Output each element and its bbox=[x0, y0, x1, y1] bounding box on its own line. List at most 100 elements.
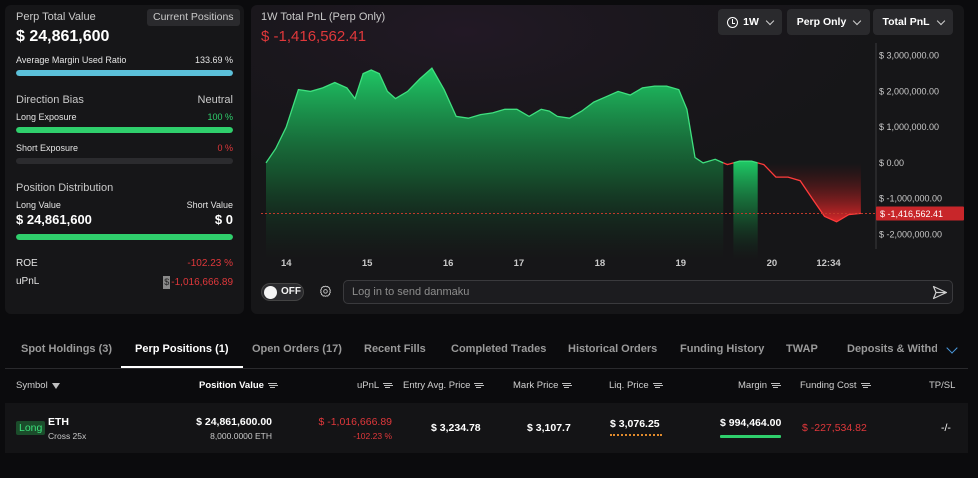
sort-icon bbox=[383, 382, 393, 389]
filter-select[interactable]: Perp Only bbox=[787, 9, 870, 35]
chart-title: 1W Total PnL (Perp Only) bbox=[261, 11, 386, 23]
avg-margin-label: Average Margin Used Ratio bbox=[16, 55, 127, 65]
tab-historical-orders[interactable]: Historical Orders bbox=[568, 343, 658, 355]
position-distribution-bar bbox=[16, 234, 233, 240]
danmaku-input-box bbox=[343, 280, 953, 304]
value-labels-row: Long Value Short Value bbox=[16, 200, 233, 210]
chart-current-value-badge-label: $ -1,416,562.41 bbox=[880, 209, 943, 219]
long-value: $ 24,861,600 bbox=[16, 212, 92, 227]
header-margin[interactable]: Margin bbox=[738, 380, 781, 391]
chevron-down-icon bbox=[853, 16, 862, 25]
tab-open-orders[interactable]: Open Orders (17) bbox=[252, 343, 342, 355]
row-entry-price: $ 3,234.78 bbox=[431, 422, 481, 434]
header-mark-label: Mark Price bbox=[513, 380, 559, 391]
filter-icon bbox=[51, 382, 60, 389]
sort-icon bbox=[652, 382, 662, 389]
header-tpsl: TP/SL bbox=[929, 380, 955, 391]
chart-x-tick-label: 20 bbox=[767, 258, 778, 269]
row-liq-price: $ 3,076.25 bbox=[610, 418, 660, 430]
tab-funding-history[interactable]: Funding History bbox=[680, 343, 765, 355]
chart-x-tick-label: 14 bbox=[281, 258, 292, 269]
liq-warning-underline bbox=[610, 434, 662, 436]
long-exposure-value: 100 % bbox=[207, 112, 233, 122]
filter-label: Perp Only bbox=[796, 16, 847, 28]
chart-positive-area-0 bbox=[266, 68, 724, 260]
chart-y-tick-label: $ 0.00 bbox=[879, 158, 904, 168]
long-value-label: Long Value bbox=[16, 200, 61, 210]
roe-value: -102.23 % bbox=[187, 258, 233, 269]
chart-positive-area-group bbox=[265, 67, 758, 260]
chart-x-tick-label: 19 bbox=[676, 258, 687, 269]
perp-total-value: $ 24,861,600 bbox=[16, 28, 110, 45]
chevron-down-icon bbox=[765, 16, 775, 25]
current-positions-button[interactable]: Current Positions bbox=[147, 9, 240, 26]
row-leverage: Cross 25x bbox=[48, 431, 87, 441]
chart-y-tick-label: $ 2,000,000.00 bbox=[879, 86, 939, 96]
header-funding-cost[interactable]: Funding Cost bbox=[800, 380, 870, 391]
header-upnl-label: uPnL bbox=[357, 380, 380, 391]
toggle-knob bbox=[264, 285, 277, 299]
header-symbol-label: Symbol bbox=[16, 380, 48, 391]
upnl-value: -1,016,666.89 bbox=[171, 277, 233, 289]
side-badge: Long bbox=[16, 421, 46, 435]
chart-current-value-badge-bg bbox=[876, 206, 964, 221]
chart-x-axis-labels: 14 15 16 17 18 19 20 12:34 bbox=[281, 258, 841, 269]
sort-icon bbox=[562, 382, 572, 389]
header-position-value[interactable]: Position Value bbox=[199, 380, 277, 391]
tab-deposits-withdrawals[interactable]: Deposits & Withdra bbox=[847, 343, 937, 355]
row-funding-cost: $ -227,534.82 bbox=[802, 422, 867, 434]
chart-y-tick-label: $ -1,000,000.00 bbox=[879, 194, 942, 204]
long-exposure-bar bbox=[16, 127, 233, 133]
tab-perp-positions[interactable]: Perp Positions (1) bbox=[121, 336, 242, 368]
danmaku-toggle[interactable]: OFF bbox=[261, 283, 304, 301]
row-tpsl[interactable]: -/- bbox=[941, 422, 951, 434]
chart-x-tick-label: 18 bbox=[595, 258, 606, 269]
tab-recent-fills[interactable]: Recent Fills bbox=[364, 343, 426, 355]
margin-bar bbox=[720, 435, 781, 438]
avg-margin-bar bbox=[16, 70, 233, 76]
chart-x-tick-label: 16 bbox=[443, 258, 454, 269]
send-icon[interactable] bbox=[932, 285, 948, 300]
tab-twap[interactable]: TWAP bbox=[786, 343, 818, 355]
pnl-chart: $ 3,000,000.00 $ 2,000,000.00 $ 1,000,000.… bbox=[251, 5, 964, 275]
direction-bias-value: Neutral bbox=[197, 94, 233, 106]
metric-select[interactable]: Total PnL bbox=[873, 9, 953, 35]
header-funding-label: Funding Cost bbox=[800, 380, 857, 391]
timeframe-select[interactable]: 1W bbox=[718, 9, 782, 35]
row-symbol[interactable]: ETH bbox=[48, 416, 69, 428]
sort-icon bbox=[267, 382, 277, 389]
header-mark-price[interactable]: Mark Price bbox=[513, 380, 572, 391]
tab-spot-holdings[interactable]: Spot Holdings (3) bbox=[21, 343, 113, 355]
header-position-value-label: Position Value bbox=[199, 380, 264, 391]
header-symbol[interactable]: Symbol bbox=[16, 380, 60, 391]
header-liq-price[interactable]: Liq. Price bbox=[609, 380, 662, 391]
row-mark-price: $ 3,107.7 bbox=[527, 422, 571, 434]
short-exposure-value: 0 % bbox=[217, 143, 233, 153]
position-distribution-label: Position Distribution bbox=[16, 182, 114, 194]
chevron-down-icon bbox=[936, 16, 945, 25]
avg-margin-row: Average Margin Used Ratio 133.69 % bbox=[16, 55, 233, 65]
direction-bias-label: Direction Bias bbox=[16, 94, 84, 106]
gear-icon[interactable] bbox=[319, 285, 332, 298]
upnl-currency-marker: $ bbox=[163, 276, 171, 289]
row-upnl: $ -1,016,666.89 bbox=[318, 416, 392, 428]
timeframe-label: 1W bbox=[743, 16, 759, 28]
chevron-down-icon[interactable] bbox=[946, 342, 958, 354]
chart-x-tick-label: 17 bbox=[514, 258, 525, 269]
chart-y-tick-label: $ 1,000,000.00 bbox=[879, 122, 939, 132]
header-entry-price[interactable]: Entry Avg. Price bbox=[403, 380, 484, 391]
short-exposure-bar bbox=[16, 158, 233, 164]
tab-completed-trades[interactable]: Completed Trades bbox=[451, 343, 547, 355]
short-exposure-row: Short Exposure 0 % bbox=[16, 143, 233, 153]
roe-label: ROE bbox=[16, 258, 38, 269]
table-row[interactable]: Long ETH Cross 25x $ 24,861,600.00 8,000… bbox=[5, 403, 968, 453]
chart-y-tick-label: $ -2,000,000.00 bbox=[879, 229, 942, 239]
header-upnl[interactable]: uPnL bbox=[357, 380, 393, 391]
danmaku-input[interactable] bbox=[352, 281, 912, 303]
perp-total-value-label: Perp Total Value bbox=[16, 11, 96, 23]
chart-positive-area-2 bbox=[733, 161, 758, 260]
chart-negative-line-3 bbox=[757, 162, 861, 223]
toggle-label: OFF bbox=[281, 286, 301, 297]
short-value: $ 0 bbox=[214, 212, 233, 227]
row-position-value: $ 24,861,600.00 bbox=[196, 416, 272, 428]
